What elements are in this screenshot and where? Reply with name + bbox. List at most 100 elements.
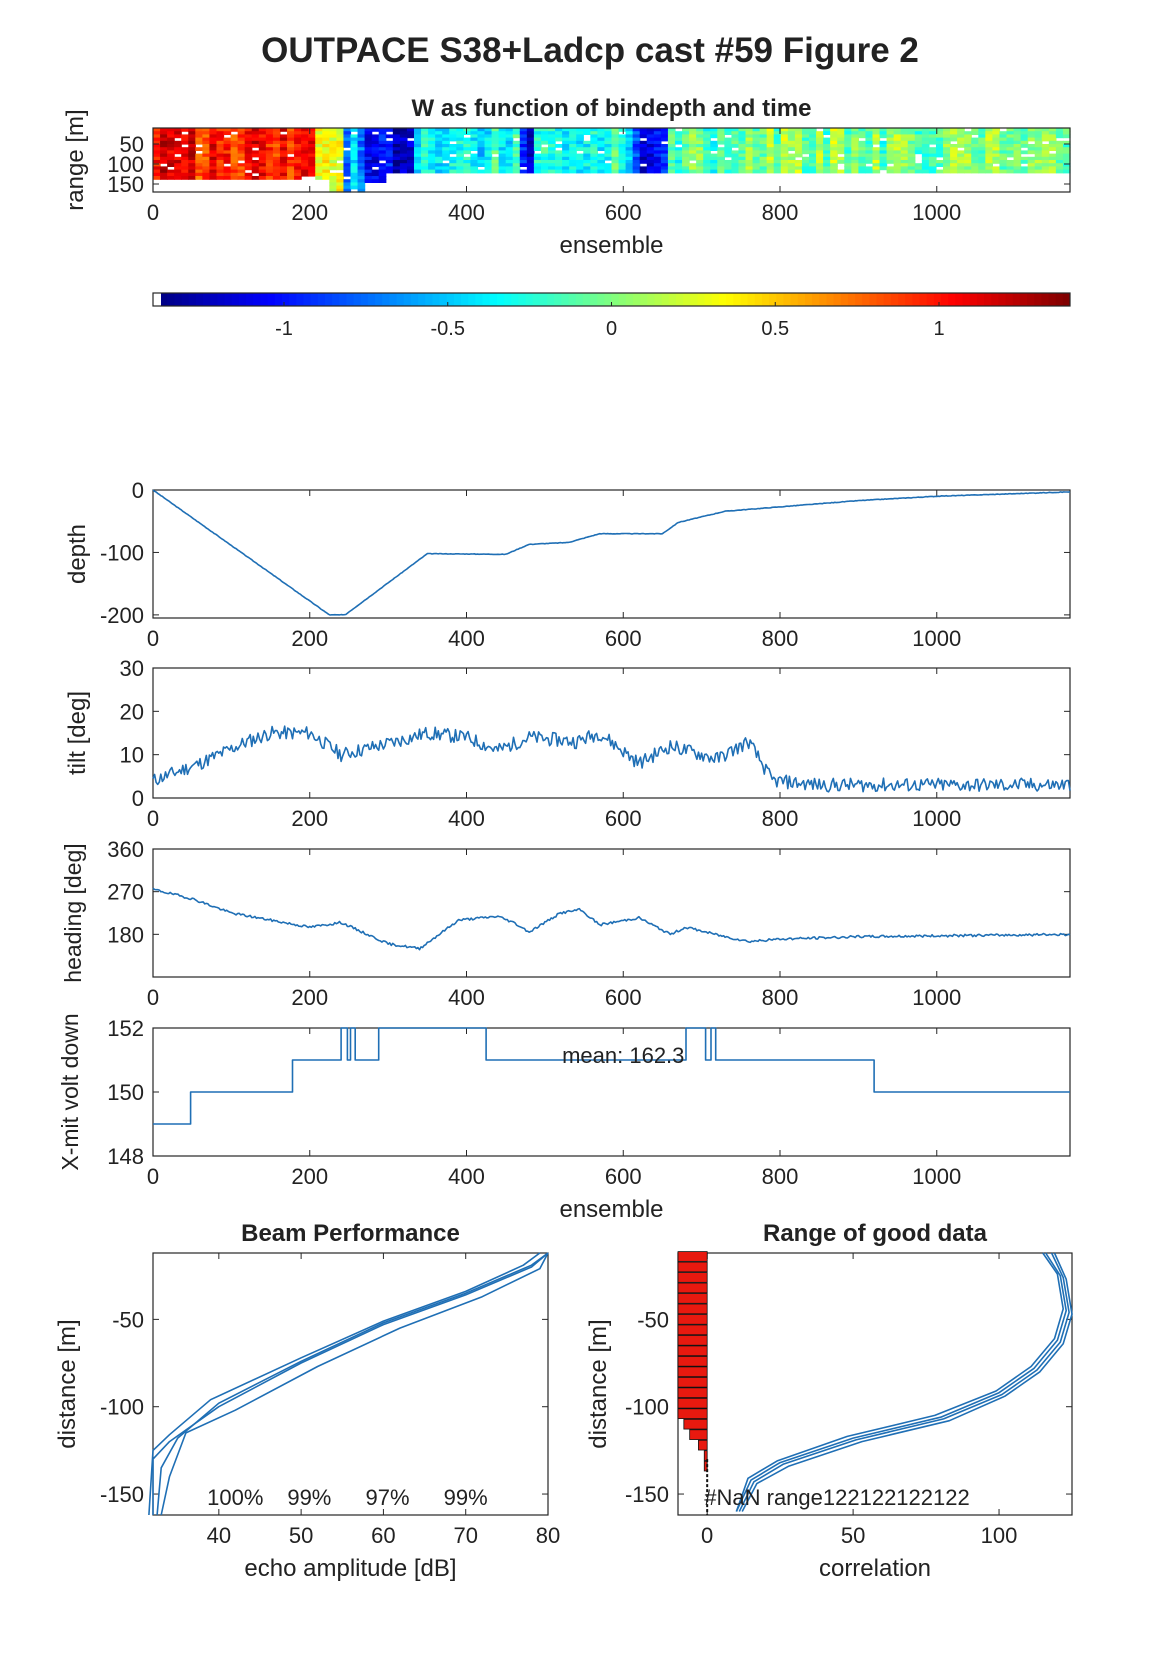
heatmap-cell [258,134,267,139]
y-tick-label: -200 [100,603,144,628]
heatmap-cell [343,128,352,132]
heatmap-cell [449,160,457,164]
heatmap-cell [1055,153,1064,158]
heatmap-cell [801,137,810,142]
heatmap-cell [682,137,690,142]
colorbar-swatch [855,293,863,306]
heatmap-cell [907,137,916,142]
colorbar-swatch [883,293,892,306]
heatmap-cell [392,153,401,158]
heatmap-cell [921,131,930,135]
heatmap-cell [745,156,754,161]
colorbar-swatch [188,293,197,306]
heatmap-cell [1006,150,1015,155]
heatmap-cell [957,150,965,155]
heatmap-cell [696,144,704,148]
heatmap-cell [787,166,796,171]
heatmap-cell [689,147,697,151]
heatmap-cell [230,166,239,171]
heatmap-cell [1020,137,1029,142]
heatmap-cell [188,134,196,139]
heatmap-cell [985,163,994,167]
heatmap-cell [385,160,394,164]
heatmap-cell [639,160,648,164]
colorbar-swatch [324,293,333,306]
heatmap-cell [463,140,472,145]
heatmap-cell [287,131,295,135]
heatmap-cell [999,163,1008,167]
heatmap-cell [322,147,330,151]
colorbar-swatch [339,293,347,306]
heatmap-cell [801,150,810,155]
heatmap-cell [809,134,817,139]
heatmap-cell [632,131,641,135]
heatmap-cell [879,131,888,135]
heatmap-cell [378,140,387,145]
x-tick-label: 600 [605,985,642,1010]
heatmap-cell [893,147,902,151]
colorbar-swatch [611,293,620,306]
colorbar-swatch [410,293,419,306]
y-tick-label: -100 [625,1395,669,1420]
heatmap-cell [153,156,161,161]
heatmap-cell [632,163,641,167]
heatmap-cell [202,153,211,158]
heatmap-cell [653,169,662,174]
colorbar-swatch [568,293,577,306]
heatmap-cell [597,131,606,135]
heatmap-cell [413,150,422,155]
heatmap-cell [174,128,182,132]
heatmap-cell [780,156,789,161]
heatmap-cell [964,140,972,145]
heatmap-cell [696,131,704,135]
colorbar-swatch [1041,293,1050,306]
x-axis-label: echo amplitude [dB] [244,1555,456,1582]
heatmap-cell [618,150,627,155]
heatmap-cell [752,137,761,142]
heatmap-cell [188,156,196,161]
heatmap-cell [449,150,457,155]
heatmap-cell [287,166,295,171]
heatmap-cell [752,147,761,151]
heatmap-cell [378,137,387,142]
heatmap-cell [964,156,972,161]
heatmap-cell [971,131,979,135]
heatmap-cell [336,166,345,171]
heatmap-cell [449,169,457,174]
heatmap-cell [315,134,323,139]
colorbar-swatch [1048,293,1057,306]
heatmap-cell [251,131,260,135]
heatmap-cell [294,150,302,155]
heatmap-cell [322,156,330,161]
heatmap-cell [477,147,486,151]
heatmap-cell [428,166,436,171]
heatmap-cell [272,150,281,155]
heatmap-cell [195,166,203,171]
heatmap-cell [724,150,733,155]
heatmap-cell [174,156,182,161]
heatmap-cell [886,160,895,164]
heatmap-cell [301,160,309,164]
heatmap-cell [752,134,761,139]
heatmap-cell [943,153,951,158]
heatmap-cell [315,147,323,151]
x-tick-label: 400 [448,806,485,831]
heatmap-cell [1041,131,1050,135]
heatmap-cell [766,131,775,135]
heatmap-cell [484,134,493,139]
x-tick-label: 200 [291,1164,328,1189]
heatmap-cell [498,131,507,135]
heatmap-cell [555,169,563,174]
heatmap-cell [371,147,380,151]
heatmap-cell [491,160,500,164]
heatmap-cell [272,172,281,177]
heatmap-cell [653,131,662,135]
heatmap-cell [646,163,655,167]
heatmap-cell [385,156,394,161]
heatmap-cell [950,144,958,148]
heatmap-cell [237,153,246,158]
heatmap-cell [399,163,408,167]
heatmap-cell [618,134,627,139]
heatmap-cell [667,140,676,145]
